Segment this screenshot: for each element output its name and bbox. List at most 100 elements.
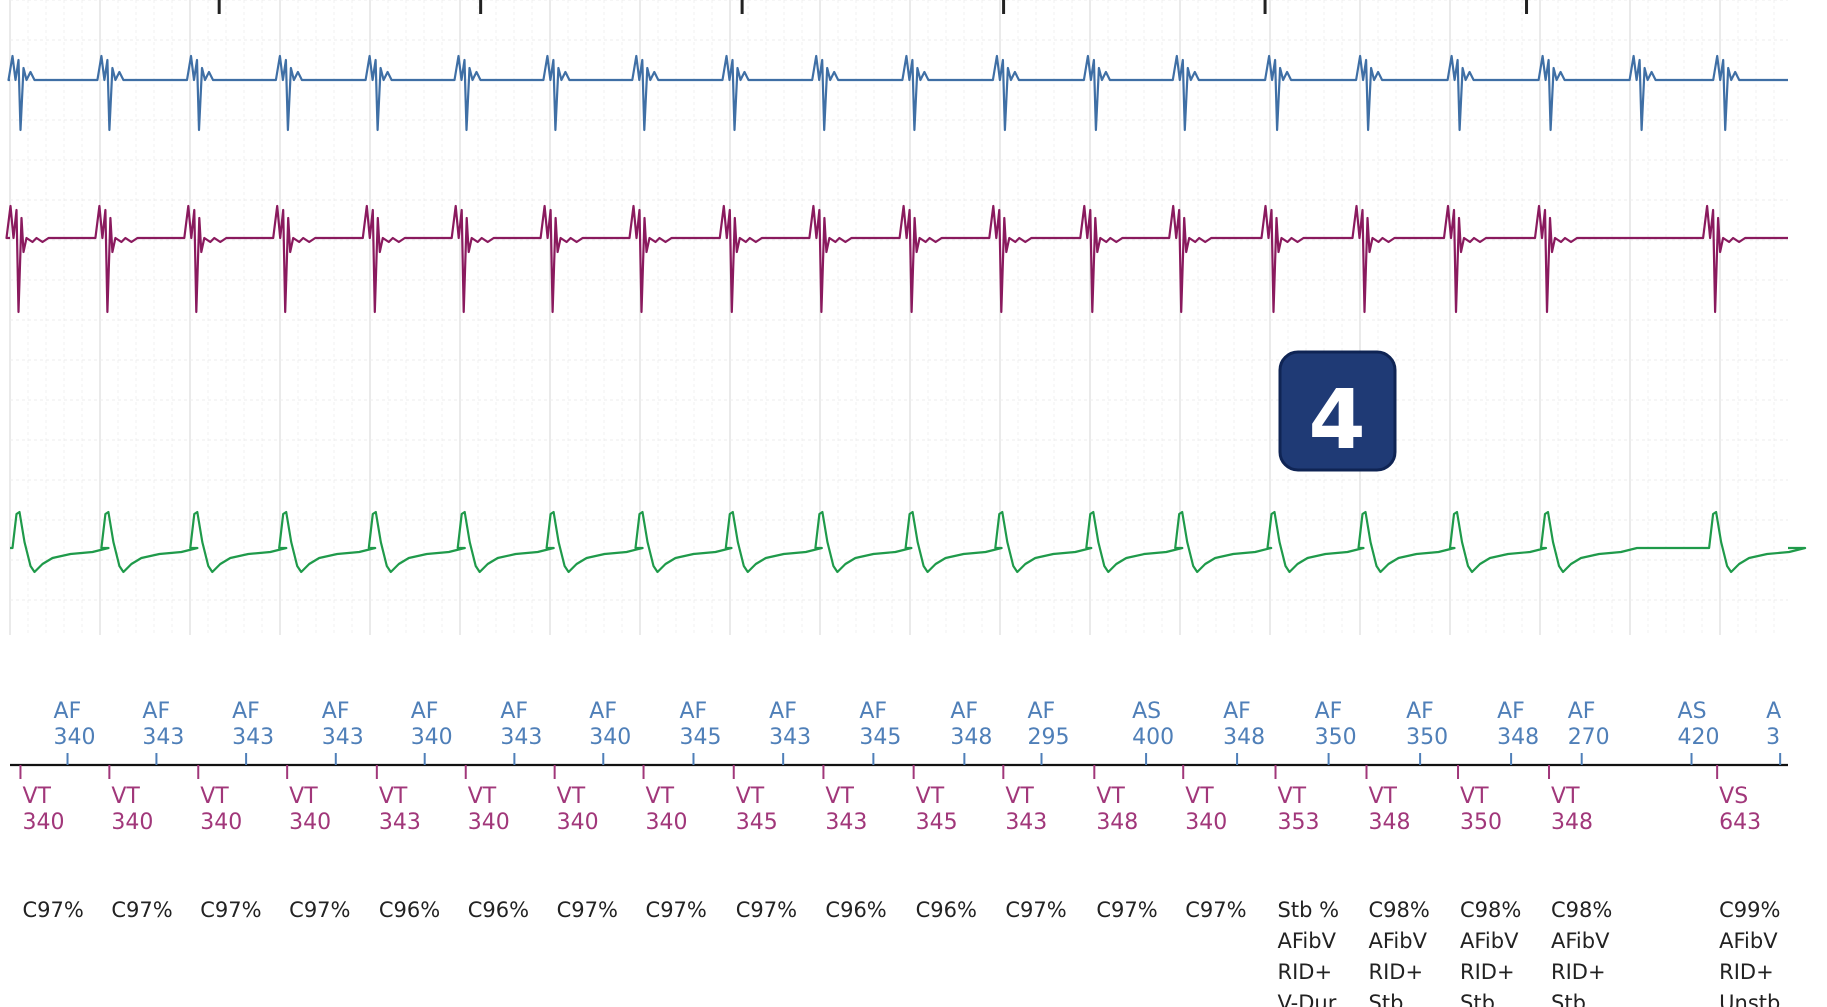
diagnostic-label: RID+ — [1278, 960, 1333, 984]
vent-marker-code: VT — [468, 784, 497, 809]
vent-marker-code: VT — [1551, 784, 1580, 809]
atrial-marker-code: AF — [679, 699, 707, 724]
vent-marker-code: VT — [736, 784, 765, 809]
chart-grid — [9, 0, 1788, 635]
diagnostic-label: C97% — [200, 898, 261, 922]
step-badge: 4 — [1278, 350, 1397, 472]
atrial-marker-interval: 343 — [232, 725, 274, 750]
vent-marker-interval: 353 — [1278, 810, 1320, 835]
vent-marker-code: VT — [1005, 784, 1034, 809]
vent-marker-interval: 340 — [289, 810, 331, 835]
diagnostic-label: C97% — [1096, 898, 1157, 922]
diagnostic-label: C97% — [557, 898, 618, 922]
diagnostic-label: C96% — [468, 898, 529, 922]
atrial-marker-interval: 340 — [411, 725, 453, 750]
diagnostic-label: AFibV — [1278, 929, 1337, 953]
vent-marker-interval: 350 — [1460, 810, 1502, 835]
vent-marker-interval: 348 — [1096, 810, 1138, 835]
atrial-marker-code: AF — [1568, 699, 1596, 724]
vent-marker-code: VT — [22, 784, 51, 809]
egm-traces — [5, 54, 1807, 574]
vent-marker-code: VT — [916, 784, 945, 809]
vent-marker-interval: 348 — [1551, 810, 1593, 835]
diagnostic-label: AFibV — [1551, 929, 1610, 953]
atrial-marker-interval: 345 — [859, 725, 901, 750]
diagnostic-label: Stb % — [1278, 898, 1340, 922]
atrial-marker-code: AF — [859, 699, 887, 724]
diagnostic-label: AFibV — [1719, 929, 1778, 953]
atrial-marker-interval: 348 — [950, 725, 992, 750]
diagnostic-label: AFibV — [1369, 929, 1428, 953]
vent-marker-code: VT — [1369, 784, 1398, 809]
diagnostic-label: RID+ — [1460, 960, 1515, 984]
egm-trace-ch1 — [7, 54, 1788, 132]
diagnostic-label: C97% — [111, 898, 172, 922]
atrial-marker-interval: 3 — [1766, 725, 1780, 750]
vent-marker-code: VT — [1460, 784, 1489, 809]
atrial-marker-interval: 343 — [142, 725, 184, 750]
diagnostic-label: C98% — [1460, 898, 1521, 922]
atrial-marker-interval: 400 — [1132, 725, 1174, 750]
atrial-marker-code: AS — [1678, 699, 1707, 724]
vent-marker-code: VT — [1185, 784, 1214, 809]
diagnostic-label: C96% — [825, 898, 886, 922]
atrial-marker-interval: 340 — [589, 725, 631, 750]
atrial-marker-code: AS — [1132, 699, 1161, 724]
vent-marker-code: VT — [289, 784, 318, 809]
vent-marker-interval: 340 — [200, 810, 242, 835]
diagnostic-label: C97% — [1005, 898, 1066, 922]
vent-marker-interval: 345 — [916, 810, 958, 835]
vent-marker-interval: 348 — [1369, 810, 1411, 835]
atrial-marker-interval: 343 — [322, 725, 364, 750]
atrial-marker-code: AF — [232, 699, 260, 724]
atrial-marker-code: AF — [769, 699, 797, 724]
diagnostic-label: Stb — [1551, 991, 1586, 1007]
atrial-marker-code: AF — [950, 699, 978, 724]
vent-marker-interval: 340 — [468, 810, 510, 835]
atrial-marker-code: AF — [1223, 699, 1251, 724]
diagnostic-label: C97% — [646, 898, 707, 922]
vent-marker-interval: 340 — [22, 810, 64, 835]
step-badge-box — [1278, 350, 1397, 472]
atrial-marker-code: AF — [142, 699, 170, 724]
atrial-marker-code: AF — [500, 699, 528, 724]
vent-marker-code: VT — [557, 784, 586, 809]
diagnostic-label: C96% — [916, 898, 977, 922]
atrial-marker-code: AF — [54, 699, 82, 724]
diagnostic-label: Unstb — [1719, 991, 1780, 1007]
egm-trace-ch2 — [5, 204, 1788, 314]
atrial-marker-interval: 340 — [54, 725, 96, 750]
vent-marker-interval: 340 — [111, 810, 153, 835]
egm-trace-ch3 — [10, 510, 1807, 574]
atrial-marker-interval: 343 — [500, 725, 542, 750]
atrial-marker-interval: 350 — [1406, 725, 1448, 750]
step-badge-number: 4 — [1308, 373, 1365, 468]
atrial-marker-code: AF — [411, 699, 439, 724]
diagnostic-label: C97% — [736, 898, 797, 922]
diagnostic-label: RID+ — [1369, 960, 1424, 984]
atrial-marker-code: AF — [322, 699, 350, 724]
diagnostic-label: C97% — [289, 898, 350, 922]
atrial-marker-interval: 348 — [1497, 725, 1539, 750]
diagnostic-label: C99% — [1719, 898, 1780, 922]
atrial-marker-interval: 270 — [1568, 725, 1610, 750]
vent-marker-interval: 343 — [1005, 810, 1047, 835]
atrial-marker-code: AF — [1315, 699, 1343, 724]
diagnostic-label: RID+ — [1719, 960, 1774, 984]
atrial-marker-interval: 295 — [1028, 725, 1070, 750]
vent-marker-interval: 343 — [379, 810, 421, 835]
atrial-marker-interval: 348 — [1223, 725, 1265, 750]
atrial-marker-code: AF — [589, 699, 617, 724]
diagnostic-label: RID+ — [1551, 960, 1606, 984]
time-tick-marks — [217, 0, 1529, 14]
marker-channel: AF340AF343AF343AF343AF340AF343AF340AF345… — [10, 699, 1788, 1007]
vent-marker-interval: 343 — [825, 810, 867, 835]
atrial-marker-interval: 345 — [679, 725, 721, 750]
diagnostic-label: C96% — [379, 898, 440, 922]
vent-marker-code: VT — [379, 784, 408, 809]
vent-marker-interval: 340 — [646, 810, 688, 835]
vent-marker-interval: 345 — [736, 810, 778, 835]
vent-marker-code: VT — [200, 784, 229, 809]
atrial-marker-code: AF — [1028, 699, 1056, 724]
